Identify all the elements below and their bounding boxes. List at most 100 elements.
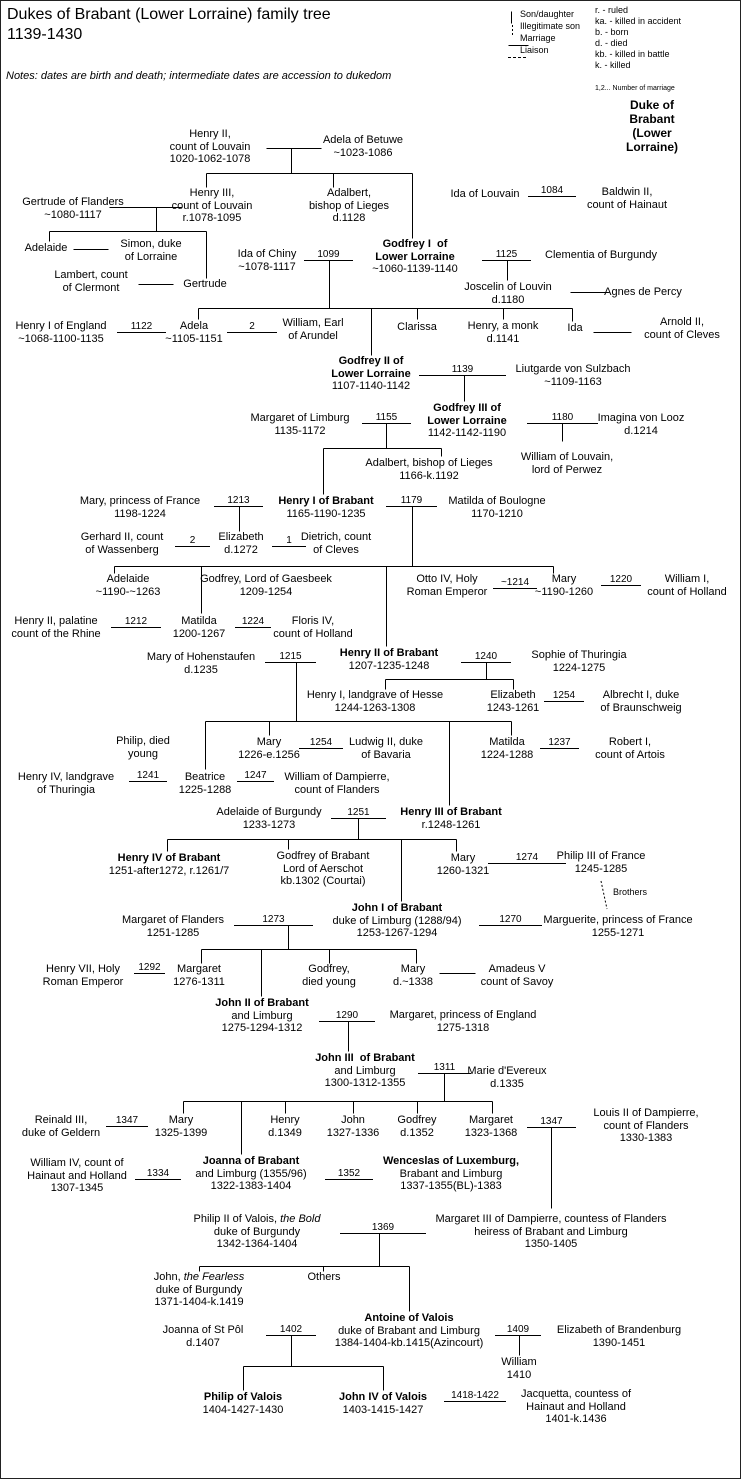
marriage-label: 2: [189, 535, 196, 546]
person-dates: 1226-e.1256: [238, 748, 300, 761]
person-dates: 1276-1311: [173, 975, 225, 988]
person-godfrey3: Godfrey III of Lower Lorraine 1142-1142-…: [427, 402, 506, 440]
person-gerhard2: Gerhard II, count of Wassenberg: [81, 531, 164, 556]
person-dates: ~1068-1100-1135: [18, 332, 104, 345]
person-name: Elizabeth: [218, 531, 264, 543]
marriage-label: 1213: [227, 495, 250, 506]
person-dates: 1251-1285: [146, 926, 200, 939]
person-name: Louis II of Dampierre, count of Flanders: [593, 1107, 699, 1132]
person-dates: duke of Limburg (1288/94) 1253-1267-1294: [332, 914, 462, 940]
person-philip-bold: Philip II of Valois, the Bold duke of Bu…: [194, 1213, 321, 1251]
person-name: Antoine of Valois: [364, 1312, 454, 1324]
person-name: John: [341, 1114, 365, 1126]
legend-abbreviations: r. - ruled ka. - killed in accident b. -…: [595, 5, 682, 70]
marriage-label: 1139: [451, 364, 474, 375]
person-dates: ~1080-1117: [44, 208, 102, 221]
person-dates: 1209-1254: [239, 585, 293, 598]
person-name: Ida of Louvain: [450, 188, 520, 200]
person-dates: 1330-1383: [619, 1132, 673, 1144]
marriage-label: 1254: [309, 737, 333, 748]
person-epithet: the Fearless: [183, 1271, 245, 1283]
person-name: Baldwin II, count of Hainaut: [586, 186, 668, 211]
person-mary-hohenstaufen: Mary of Hohenstaufen d.1235: [147, 651, 255, 676]
person-dates: 1142-1142-1190: [427, 427, 507, 439]
person-name: Otto IV, Holy Roman Emperor: [406, 573, 488, 598]
marriage-label: 1418-1422: [451, 1390, 499, 1401]
person-adela: Adela ~1105-1151: [165, 320, 222, 345]
person-name: Mary: [168, 1114, 194, 1126]
person-baldwin2: Baldwin II, count of Hainaut: [587, 186, 667, 211]
person-marguerite: Marguerite, princess of France 1255-1271: [543, 914, 692, 939]
person-dates: ~1078-1117: [238, 260, 296, 273]
person-name: Henry II of Brabant: [339, 647, 439, 659]
person-mary4: Mary 1260-1321: [437, 852, 490, 877]
marriage-label: 1: [286, 535, 292, 546]
marriage-label: 1273: [262, 914, 285, 925]
person-john3: John III of Brabant and Limburg 1300-131…: [315, 1052, 415, 1090]
person-matilda-boulogne: Matilda of Boulogne 1170-1210: [448, 495, 545, 520]
person-name: Margaret: [176, 963, 222, 975]
person-dates: r.1248-1261: [421, 818, 481, 831]
person-name: Mary: [256, 736, 282, 748]
person-dates: 1251-after1272, r.1261/7: [108, 864, 230, 877]
person-name: Matilda: [181, 615, 217, 627]
legend-marriage-number: 1,2... Number of marriage: [595, 85, 675, 92]
person-joscelin: Joscelin of Louvin d.1180: [464, 281, 551, 306]
person-dates: d.1335: [490, 1077, 524, 1090]
person-name: Beatrice: [184, 771, 226, 783]
person-name: Henry I of Brabant: [278, 495, 374, 507]
person-floris4: Floris IV, count of Holland: [273, 615, 353, 640]
person-name: Margaret of Limburg: [250, 412, 350, 424]
person-dates: d.1407: [186, 1336, 220, 1349]
person-name: Adela of Betuwe: [322, 134, 404, 146]
person-dates: and Limburg 1300-1312-1355: [324, 1064, 406, 1090]
marriage-label: 1237: [548, 737, 571, 748]
person-henry2-louvain: Henry II, count of Louvain 1020-1062-107…: [170, 128, 251, 166]
person-otto4: Otto IV, Holy Roman Emperor: [407, 573, 488, 598]
person-dates: 1403-1415-1427: [342, 1403, 424, 1416]
person-name: Dietrich, count of Cleves: [300, 531, 372, 556]
person-godfrey-aerschot: Godfrey of Brabant Lord of Aerschot kb.1…: [277, 850, 370, 888]
person-john1: John I of Brabant duke of Limburg (1288/…: [332, 902, 461, 940]
person-matilda2: Matilda 1200-1267: [173, 615, 226, 640]
person-henry4-thuringia: Henry IV, landgrave of Thuringia: [18, 771, 114, 796]
marriage-label: 1290: [335, 1010, 359, 1021]
person-name: Henry II, count of Louvain: [169, 128, 251, 153]
person-name: John II of Brabant: [215, 997, 309, 1009]
person-name: Henry: [270, 1114, 300, 1126]
person-name: Imagina von Looz: [597, 412, 685, 424]
person-dates: duke of Brabant and Limburg 1384-1404-kb…: [334, 1324, 484, 1350]
person-henry4-brabant: Henry IV of Brabant 1251-after1272, r.12…: [109, 852, 229, 877]
person-epithet: the Bold: [280, 1213, 321, 1225]
person-others: Others: [307, 1271, 340, 1284]
person-name: Matilda: [489, 736, 525, 748]
marriage-label: 1224: [241, 616, 265, 627]
person-matilda3: Matilda 1224-1288: [481, 736, 534, 761]
person-henry2-brabant: Henry II of Brabant 1207-1235-1248: [340, 647, 438, 672]
person-name: Henry II, palatine count of the Rhine: [11, 615, 101, 640]
person-dates: 1207-1235-1248: [348, 659, 430, 672]
person-dates: 1327-1336: [326, 1126, 380, 1139]
person-dietrich: Dietrich, count of Cleves: [301, 531, 371, 556]
marriage-label: ~1214: [500, 577, 530, 588]
person-adelaide2: Adelaide ~1190-~1263: [96, 573, 161, 598]
person-mary6: Mary 1325-1399: [155, 1114, 208, 1139]
person-dates: 1198-1224: [114, 507, 166, 520]
person-john2: John II of Brabant and Limburg 1275-1294…: [215, 997, 309, 1035]
person-name: Arnold II, count of Cleves: [644, 316, 720, 341]
person-dates: 1224-1288: [480, 748, 534, 761]
person-name: Liutgarde von Sulzbach: [515, 363, 631, 375]
person-name: Amadeus V count of Savoy: [480, 963, 554, 988]
person-dates: d.1352: [400, 1126, 434, 1139]
person-arnold2: Arnold II, count of Cleves: [644, 316, 720, 341]
person-dates: 1233-1273: [242, 818, 296, 831]
marriage-label: 1099: [317, 249, 340, 260]
person-name: Henry III, count of Louvain: [171, 187, 253, 212]
person-dates: d.1214: [624, 424, 658, 437]
marriage-label: 1247: [244, 770, 267, 781]
person-dates: Brabant and Limburg 1337-1355(BL)-1383: [399, 1167, 503, 1193]
person-name: Margaret III of Dampierre, countess of F…: [435, 1213, 667, 1238]
person-reinald3: Reinald III, duke of Geldern: [22, 1114, 100, 1139]
brothers-label: Brothers: [613, 887, 648, 897]
person-elizabeth1: Elizabeth d.1272: [218, 531, 263, 556]
